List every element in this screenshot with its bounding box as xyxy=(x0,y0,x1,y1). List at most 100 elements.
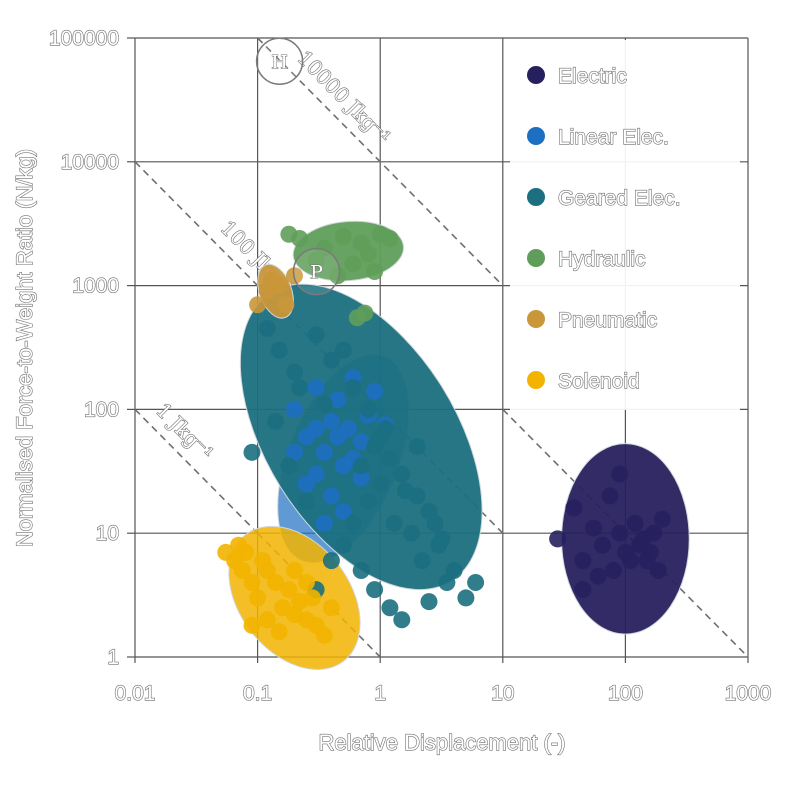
data-point xyxy=(352,433,370,451)
x-tick-label: 100 xyxy=(608,682,643,705)
data-point xyxy=(303,589,321,607)
data-point xyxy=(307,251,325,269)
data-point xyxy=(329,391,347,409)
tick-labels: 0.01 0.1 1 10 100 1000 1 10 100 1000 10000 100000 xyxy=(48,26,772,705)
data-point xyxy=(601,487,619,505)
data-point xyxy=(366,262,384,280)
data-point xyxy=(270,623,288,641)
data-point xyxy=(344,379,362,397)
data-point xyxy=(270,341,288,359)
data-point xyxy=(366,438,384,456)
data-point xyxy=(457,589,475,607)
data-point xyxy=(315,514,333,532)
data-point xyxy=(297,475,315,493)
data-point xyxy=(334,227,352,245)
data-point xyxy=(413,552,431,570)
data-point xyxy=(322,412,340,430)
data-point xyxy=(593,536,611,554)
data-point xyxy=(267,412,285,430)
data-point xyxy=(426,514,444,532)
x-tick-label: 1000 xyxy=(725,682,772,705)
data-point xyxy=(307,379,325,397)
data-point xyxy=(438,573,456,591)
data-point xyxy=(352,469,370,487)
data-point xyxy=(334,502,352,520)
legend-marker xyxy=(527,371,545,389)
legend-label: Electric xyxy=(558,65,627,88)
data-point xyxy=(315,626,333,644)
data-point xyxy=(396,482,414,500)
data-point xyxy=(334,536,352,554)
data-point xyxy=(277,296,295,314)
data-point xyxy=(348,309,366,327)
data-point xyxy=(322,487,340,505)
data-point xyxy=(297,573,315,591)
legend-marker xyxy=(527,310,545,328)
data-point xyxy=(585,519,603,537)
y-tick-label: 10000 xyxy=(61,151,119,174)
legend-label: Pneumatic xyxy=(558,309,657,332)
reference-line xyxy=(134,408,259,534)
badge-circle xyxy=(292,247,341,296)
badge-label: P xyxy=(310,262,323,284)
y-tick-label: 10 xyxy=(96,522,119,545)
legend-marker xyxy=(527,66,545,84)
data-point xyxy=(381,450,399,468)
data-point xyxy=(329,267,347,285)
data-point xyxy=(408,438,426,456)
data-point xyxy=(359,245,377,263)
data-point xyxy=(641,543,659,561)
data-point xyxy=(574,581,592,599)
legend-marker xyxy=(527,188,545,206)
reference-line xyxy=(257,37,504,287)
data-point xyxy=(322,599,340,617)
data-point xyxy=(376,420,394,438)
data-point xyxy=(549,530,567,548)
x-tick-label: 0.1 xyxy=(243,682,272,705)
data-point xyxy=(230,536,248,554)
data-point xyxy=(307,326,325,344)
legend-marker xyxy=(527,127,545,145)
data-point xyxy=(322,351,340,369)
data-point xyxy=(258,611,276,629)
data-point xyxy=(565,499,583,517)
data-point xyxy=(605,561,623,579)
data-point xyxy=(249,589,267,607)
data-point xyxy=(420,593,438,611)
data-point xyxy=(280,581,298,599)
legend-marker xyxy=(527,249,545,267)
badges: HP xyxy=(255,37,341,296)
legend-label: Hydraulic xyxy=(558,248,646,271)
data-point xyxy=(322,552,340,570)
data-point xyxy=(626,514,644,532)
data-point xyxy=(233,561,251,579)
data-point xyxy=(433,530,451,548)
legend-label: Geared Elec. xyxy=(558,187,681,210)
data-point xyxy=(297,493,315,511)
data-point xyxy=(371,475,389,493)
data-point xyxy=(611,524,629,542)
data-point xyxy=(645,524,663,542)
x-tick-label: 0.01 xyxy=(115,682,156,705)
data-point xyxy=(307,420,325,438)
data-point xyxy=(589,567,607,585)
data-point xyxy=(649,561,667,579)
data-point xyxy=(352,457,370,475)
y-tick-label: 100000 xyxy=(49,27,119,50)
data-point xyxy=(243,443,261,461)
y-axis-title: Normalised Force-to-Weight Ratio (N/kg) xyxy=(12,149,37,547)
data-point xyxy=(381,599,399,617)
data-point xyxy=(243,616,261,634)
y-tick-label: 1000 xyxy=(72,275,119,298)
data-point xyxy=(381,230,399,248)
legend: Electric Linear Elec. Geared Elec. Hydrauli… xyxy=(510,40,740,410)
data-point xyxy=(280,225,298,243)
data-point xyxy=(621,552,639,570)
series-points xyxy=(217,225,671,644)
reference-line-label: 1 Jkg⁻¹ xyxy=(151,398,218,465)
data-point xyxy=(315,395,333,413)
data-point xyxy=(366,382,384,400)
data-point xyxy=(366,581,384,599)
data-point xyxy=(653,510,671,528)
